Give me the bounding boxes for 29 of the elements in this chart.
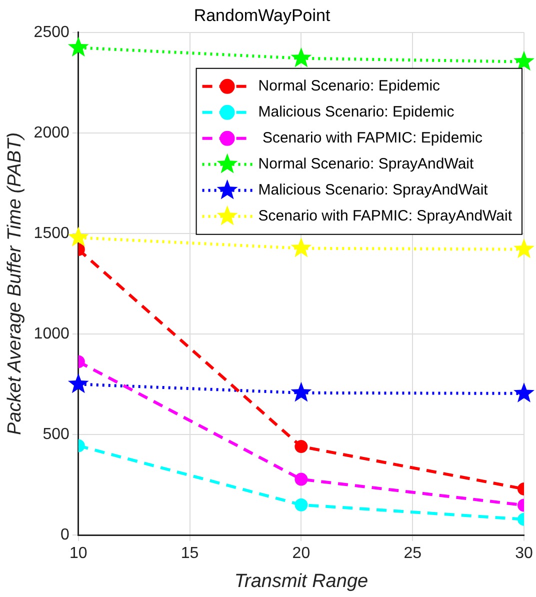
point — [68, 226, 89, 247]
x-tick-label: 20 — [292, 545, 310, 562]
y-tick-label: 1500 — [34, 224, 70, 242]
y-tick-label: 2500 — [34, 24, 70, 41]
y-tick-label: 0 — [60, 526, 70, 544]
legend-label: Normal Scenario: Epidemic — [258, 78, 441, 95]
legend-label: Malicious Scenario: SprayAndWait — [258, 182, 489, 199]
chart-title: RandomWayPoint — [194, 6, 330, 25]
x-tick-label: 10 — [69, 545, 88, 562]
y-tick-label: 1000 — [34, 325, 70, 342]
point — [514, 50, 534, 71]
x-tick-label: 30 — [515, 545, 533, 562]
point — [290, 382, 312, 402]
legend-label: Normal Scenario: SprayAndWait — [258, 156, 474, 173]
x-axis-title: Transmit Range — [234, 570, 368, 592]
point — [68, 36, 89, 57]
y-axis-title: Packet Average Buffer Time (PABT) — [4, 132, 26, 435]
y-tick-label: 2000 — [34, 124, 70, 142]
legend-label: Scenario with FAPMIC: SprayAndWait — [258, 208, 513, 225]
legend-label: Scenario with FAPMIC: Epidemic — [258, 130, 484, 147]
point — [514, 238, 534, 258]
y-tick-label: 500 — [42, 426, 70, 443]
x-tick-label: 25 — [404, 545, 422, 562]
legend-label: Malicious Scenario: Epidemic — [258, 104, 455, 121]
point — [68, 373, 89, 394]
x-tick-label: 15 — [180, 545, 199, 562]
point — [290, 237, 312, 258]
point — [514, 382, 534, 402]
point — [290, 47, 312, 68]
